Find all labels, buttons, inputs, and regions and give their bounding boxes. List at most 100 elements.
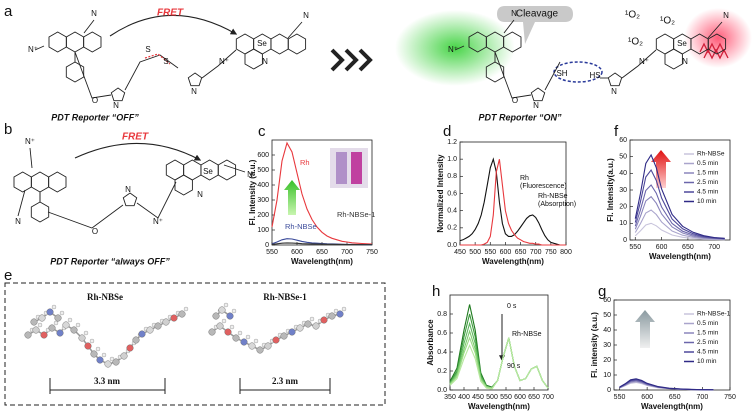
atom-sphere	[96, 356, 104, 364]
x-tick-label: 600	[500, 249, 512, 256]
ring	[30, 201, 50, 223]
x-tick-label: 400	[458, 394, 470, 401]
bond	[454, 19, 723, 99]
atom-sphere	[89, 338, 95, 344]
atom-sphere	[264, 342, 272, 350]
bond	[34, 19, 303, 99]
vial	[336, 152, 347, 184]
molecule-name: Rh-NBSe	[87, 292, 123, 302]
atom-sphere	[221, 318, 227, 324]
atom-label: N	[303, 11, 309, 20]
legend-label: 2.5 min	[697, 339, 719, 346]
x-tick-label: 350	[444, 394, 456, 401]
reporter-off-label: PDT Reporter “OFF”	[51, 112, 139, 122]
atom-sphere	[218, 306, 226, 314]
legend-label: Rh-NBSe	[697, 151, 725, 158]
atom-label: SH	[556, 69, 567, 78]
legend-label: 0.5 min	[697, 320, 719, 327]
x-tick-label: 750	[724, 394, 736, 401]
length-bars	[49, 378, 331, 394]
atom-sphere	[288, 328, 296, 336]
ring	[707, 33, 727, 55]
atom-sphere	[229, 324, 235, 330]
panel-label: h	[432, 283, 440, 300]
atom-sphere	[56, 329, 64, 337]
y-tick-label: 0.0	[437, 387, 447, 394]
x-tick-label: 450	[472, 394, 484, 401]
y-tick-label: 0.4	[437, 349, 447, 356]
y-tick-label: 50	[619, 154, 627, 161]
atom-sphere	[226, 312, 234, 320]
x-axis-label: Wavelength(nm)	[291, 257, 353, 266]
y-tick-label: 40	[619, 170, 627, 177]
atom-label: N⁺	[25, 137, 35, 146]
atom-sphere	[224, 328, 232, 336]
atom-sphere	[46, 308, 54, 316]
atom-label: N	[682, 57, 688, 66]
atom-label: S	[163, 57, 168, 66]
y-tick-label: 0	[623, 237, 627, 244]
atom-sphere	[126, 344, 134, 352]
y-tick-label: 30	[603, 342, 611, 349]
atom-sphere	[59, 310, 65, 316]
chevrons	[330, 48, 373, 72]
atom-sphere	[333, 308, 339, 314]
x-tick-label: 550	[484, 249, 496, 256]
atom-label: S	[145, 45, 150, 54]
y-tick-label: 0.8	[437, 311, 447, 318]
atom-sphere	[212, 312, 220, 320]
y-tick-label: 50	[603, 312, 611, 319]
series-line	[459, 157, 566, 246]
y-axis-label: Fl. Intensity (a.u.)	[248, 159, 257, 225]
reporter-always-off-label: PDT Reporter “always OFF”	[50, 256, 170, 266]
atom-sphere	[112, 358, 120, 366]
ring	[503, 31, 522, 53]
x-tick-label: 650	[669, 394, 681, 401]
atom-sphere	[312, 322, 320, 330]
annotation: (Fluorescence)	[520, 183, 567, 190]
panel-label: f	[614, 123, 619, 140]
annotation: Rh-NBSe	[512, 331, 542, 338]
atom-sphere	[146, 326, 154, 334]
panel-label: a	[4, 3, 13, 20]
red-glow	[684, 8, 752, 68]
series-label: Rh	[300, 158, 310, 167]
atom-sphere	[272, 336, 280, 344]
y-tick-label: 20	[603, 357, 611, 364]
y-tick-label: 0.0	[447, 242, 457, 249]
reporter-on-label: PDT Reporter “ON”	[478, 112, 562, 122]
x-axis-label: Wavelength(nm)	[482, 257, 544, 266]
triazole	[607, 72, 623, 87]
atom-sphere	[231, 308, 237, 314]
atom-label: Se	[203, 167, 213, 176]
atom-sphere	[30, 318, 38, 326]
y-tick-label: 0.2	[447, 225, 457, 232]
atom-sphere	[240, 338, 248, 346]
x-tick-label: 600	[656, 244, 668, 251]
series-line	[634, 184, 725, 240]
y-tick-label: 0.2	[437, 368, 447, 375]
atom-sphere	[336, 310, 344, 318]
annotation: 90 s	[507, 363, 521, 370]
y-tick-label: 400	[257, 182, 269, 189]
vial-photo	[330, 148, 368, 188]
y-tick-label: 200	[257, 212, 269, 219]
atom-label: N	[533, 101, 539, 110]
y-axis-label: Normalized Intensity	[436, 154, 445, 233]
y-tick-label: 10	[603, 372, 611, 379]
atom-label: N	[191, 87, 197, 96]
atom-label: N⁺	[28, 45, 38, 54]
atom-sphere	[208, 328, 216, 336]
series-line	[460, 159, 566, 246]
fret-label: FRET	[122, 132, 149, 143]
atom-sphere	[70, 326, 78, 334]
x-axis-label: Wavelength(nm)	[468, 402, 530, 411]
legend-label: 1.5 min	[697, 330, 719, 337]
increase-arrow	[635, 310, 655, 348]
x-axis-label: Wavelength(nm)	[649, 252, 711, 261]
atom-sphere	[304, 320, 312, 328]
atom-sphere	[253, 338, 259, 344]
x-tick-label: 700	[542, 394, 554, 401]
atom-sphere	[24, 331, 32, 339]
